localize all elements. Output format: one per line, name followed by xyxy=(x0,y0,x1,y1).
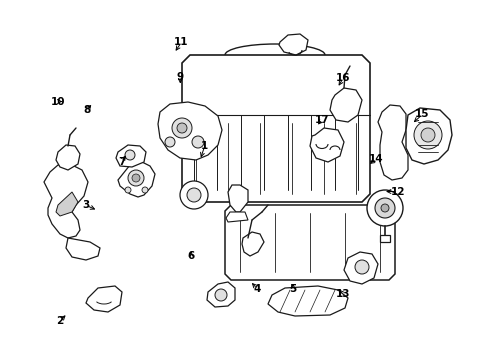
Circle shape xyxy=(180,181,208,209)
Polygon shape xyxy=(86,286,122,312)
Polygon shape xyxy=(226,212,248,222)
Circle shape xyxy=(165,137,175,147)
Circle shape xyxy=(414,121,442,149)
Text: 2: 2 xyxy=(56,316,63,326)
Polygon shape xyxy=(279,34,308,55)
Text: 6: 6 xyxy=(188,251,195,261)
Circle shape xyxy=(421,128,435,142)
Polygon shape xyxy=(182,55,370,202)
Text: 9: 9 xyxy=(177,72,184,82)
Polygon shape xyxy=(406,108,452,164)
Polygon shape xyxy=(158,102,222,160)
Circle shape xyxy=(177,123,187,133)
Polygon shape xyxy=(380,235,390,242)
Polygon shape xyxy=(56,145,80,170)
Text: 15: 15 xyxy=(415,109,430,120)
Polygon shape xyxy=(118,162,155,197)
Polygon shape xyxy=(228,185,248,212)
Text: 10: 10 xyxy=(50,96,65,107)
Polygon shape xyxy=(44,164,88,238)
Polygon shape xyxy=(378,105,408,180)
Polygon shape xyxy=(242,232,264,256)
Circle shape xyxy=(125,187,131,193)
Circle shape xyxy=(132,174,140,182)
Circle shape xyxy=(142,187,148,193)
Text: 8: 8 xyxy=(84,105,91,115)
Text: 4: 4 xyxy=(253,284,261,294)
Polygon shape xyxy=(66,238,100,260)
Polygon shape xyxy=(268,286,348,316)
Circle shape xyxy=(128,170,144,186)
Polygon shape xyxy=(330,88,362,122)
Circle shape xyxy=(125,150,135,160)
Circle shape xyxy=(187,188,201,202)
Text: 7: 7 xyxy=(118,157,125,167)
Circle shape xyxy=(172,118,192,138)
Text: 12: 12 xyxy=(391,186,405,197)
Circle shape xyxy=(215,289,227,301)
Circle shape xyxy=(375,198,395,218)
Polygon shape xyxy=(310,128,344,162)
Circle shape xyxy=(192,136,204,148)
Text: 14: 14 xyxy=(369,154,384,164)
Circle shape xyxy=(367,190,403,226)
Circle shape xyxy=(355,260,369,274)
Text: 16: 16 xyxy=(336,73,350,84)
Polygon shape xyxy=(116,145,146,167)
Circle shape xyxy=(381,204,389,212)
Polygon shape xyxy=(225,205,395,280)
Polygon shape xyxy=(56,192,78,216)
Text: 13: 13 xyxy=(336,289,350,300)
Text: 3: 3 xyxy=(82,200,89,210)
Polygon shape xyxy=(207,282,235,307)
Text: 5: 5 xyxy=(290,284,296,294)
Polygon shape xyxy=(344,252,378,284)
Text: 17: 17 xyxy=(315,114,330,125)
Text: 11: 11 xyxy=(174,37,189,48)
Text: 1: 1 xyxy=(201,141,208,151)
